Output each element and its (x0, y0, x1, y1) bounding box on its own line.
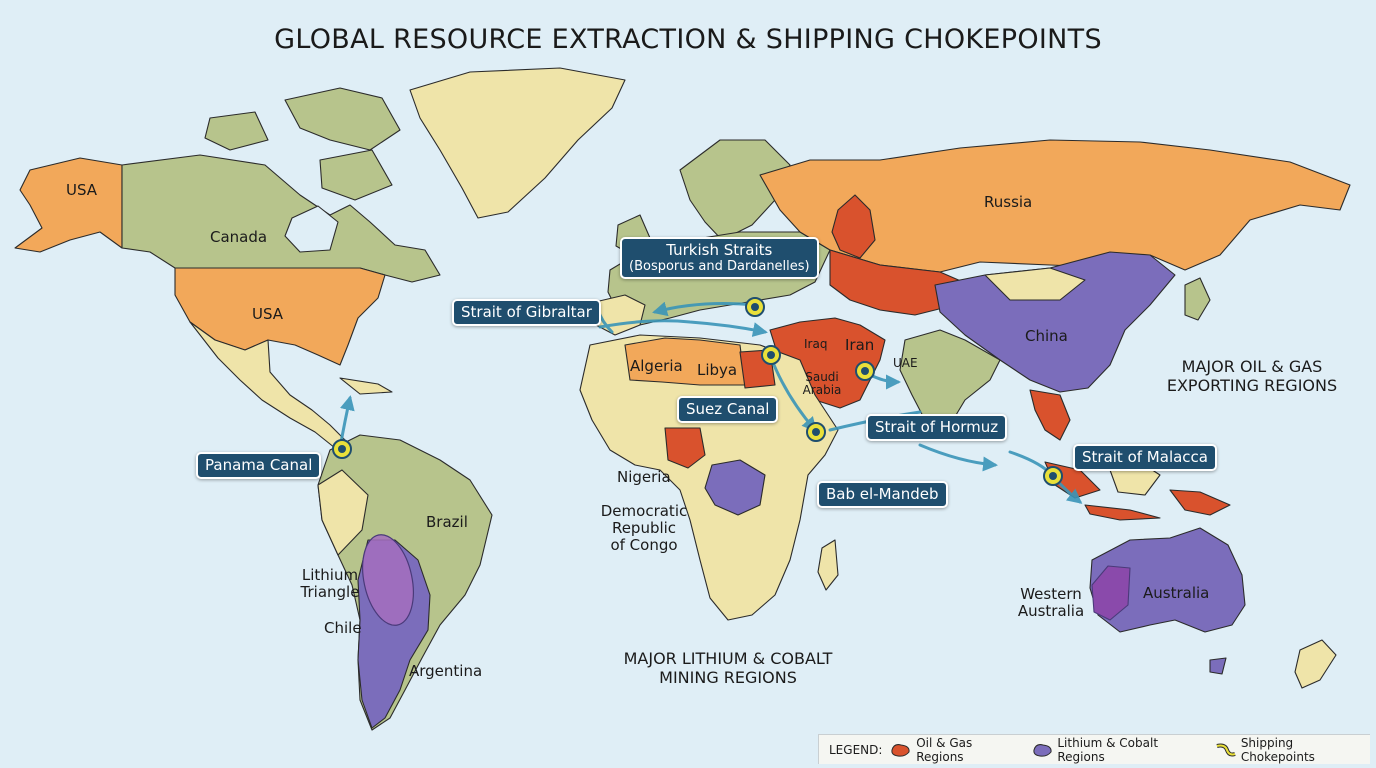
western-australia-lithium-shape (1091, 565, 1131, 621)
label-russia: Russia (984, 193, 1033, 211)
marker-turkish-straits-icon[interactable] (745, 297, 765, 317)
chokepoint-route-icon (1216, 743, 1236, 756)
label-nigeria: Nigeria (617, 468, 671, 486)
chokepoint-turkish-straits[interactable]: Turkish Straits (Bosporus and Dardanelle… (620, 237, 819, 279)
label-chile: Chile (324, 619, 362, 637)
alaska-shape (14, 157, 123, 253)
legend-label-lithium-cobalt: Lithium & Cobalt Regions (1057, 735, 1159, 764)
route-turkish-straits (652, 301, 757, 317)
route-gibraltar (598, 319, 768, 338)
map-title: GLOBAL RESOURCE EXTRACTION & SHIPPING CH… (274, 24, 1102, 55)
russia-oil-shape (831, 194, 876, 259)
arctic-islands-shape (284, 87, 401, 151)
southeast-asia-oil-shape (1029, 389, 1071, 441)
route-to-malacca (918, 443, 998, 472)
label-drc: Democratic Republic of Congo (600, 502, 688, 554)
label-lithium-triangle: Lithium Triangle (300, 566, 360, 601)
label-iraq: Iraq (804, 337, 828, 351)
label-china: China (1025, 327, 1068, 345)
marker-suez-icon[interactable] (761, 345, 781, 365)
canada-shape (121, 154, 441, 283)
legend-item-chokepoints: Shipping Chokepoints (1215, 736, 1364, 764)
label-usa-alaska: USA (66, 181, 98, 199)
japan-shape (1184, 277, 1211, 321)
legend-label-chokepoints: Shipping Chokepoints (1240, 735, 1315, 764)
label-argentina: Argentina (409, 662, 483, 680)
chokepoint-panama[interactable]: Panama Canal (196, 452, 322, 479)
legend: LEGEND: Oil & Gas Regions Lithium & Coba… (818, 734, 1370, 764)
legend-item-lithium-cobalt: Lithium & Cobalt Regions (1032, 736, 1201, 764)
marker-malacca-icon[interactable] (1043, 466, 1063, 486)
chokepoint-bab-el-mandeb[interactable]: Bab el-Mandeb (817, 481, 948, 508)
legend-item-oil-gas: Oil & Gas Regions (890, 736, 1017, 764)
lithium-cobalt-swatch-icon (1032, 743, 1052, 757)
label-brazil: Brazil (426, 513, 468, 531)
label-iran: Iran (845, 336, 875, 354)
marker-panama-icon[interactable] (332, 439, 352, 459)
chokepoint-hormuz[interactable]: Strait of Hormuz (866, 414, 1008, 441)
label-western-australia: Western Australia (1017, 585, 1085, 620)
new-zealand-shape (1294, 639, 1337, 689)
south-asia-shape (899, 329, 1001, 441)
label-uae: UAE (893, 356, 918, 370)
madagascar-shape (817, 539, 839, 591)
label-canada: Canada (210, 228, 268, 246)
arctic-islands-shape (204, 111, 269, 151)
china-shape (934, 251, 1176, 393)
indonesia-oil-shape (1084, 504, 1161, 521)
chokepoint-turkish-straits-sub: (Bosporus and Dardanelles) (629, 259, 810, 274)
tasmania-shape (1209, 657, 1227, 675)
lithium-triangle-shape (362, 534, 414, 626)
arctic-islands-shape (319, 149, 393, 201)
chokepoint-gibraltar[interactable]: Strait of Gibraltar (452, 299, 601, 326)
scandinavia-shape (679, 139, 791, 241)
legend-label-oil-gas: Oil & Gas Regions (916, 735, 973, 764)
iberia-shape (594, 294, 646, 336)
label-algeria: Algeria (630, 357, 683, 375)
marker-hormuz-icon[interactable] (855, 361, 875, 381)
label-saudi-arabia: Saudi Arabia (802, 370, 842, 397)
caribbean-islands-shape (339, 377, 393, 395)
greenland-shape (409, 67, 626, 219)
central-asia-oil-shape (829, 249, 971, 316)
label-australia: Australia (1143, 584, 1210, 602)
australia-shape (1089, 527, 1246, 633)
legend-heading: LEGEND: (829, 742, 883, 757)
marker-bab-el-mandeb-icon[interactable] (806, 422, 826, 442)
oil-gas-swatch-icon (891, 743, 911, 757)
chokepoint-malacca[interactable]: Strait of Malacca (1073, 444, 1217, 471)
label-libya: Libya (697, 361, 738, 379)
mongolia-shape (984, 267, 1086, 301)
caption-oil-gas-regions: MAJOR OIL & GAS EXPORTING REGIONS (1166, 357, 1338, 395)
andes-states-shape (317, 469, 369, 556)
mexico-shape (189, 321, 346, 449)
chokepoint-markers (332, 297, 1063, 486)
drc-cobalt-shape (704, 459, 766, 516)
caption-lithium-cobalt-regions: MAJOR LITHIUM & COBALT MINING REGIONS (623, 649, 833, 687)
hudson-bay-shape (284, 205, 339, 253)
indonesia-oil-shape (1169, 489, 1231, 516)
chokepoint-suez[interactable]: Suez Canal (677, 396, 779, 423)
nigeria-oil-shape (664, 427, 706, 469)
label-usa: USA (252, 305, 284, 323)
chokepoint-turkish-straits-name: Turkish Straits (666, 241, 773, 259)
